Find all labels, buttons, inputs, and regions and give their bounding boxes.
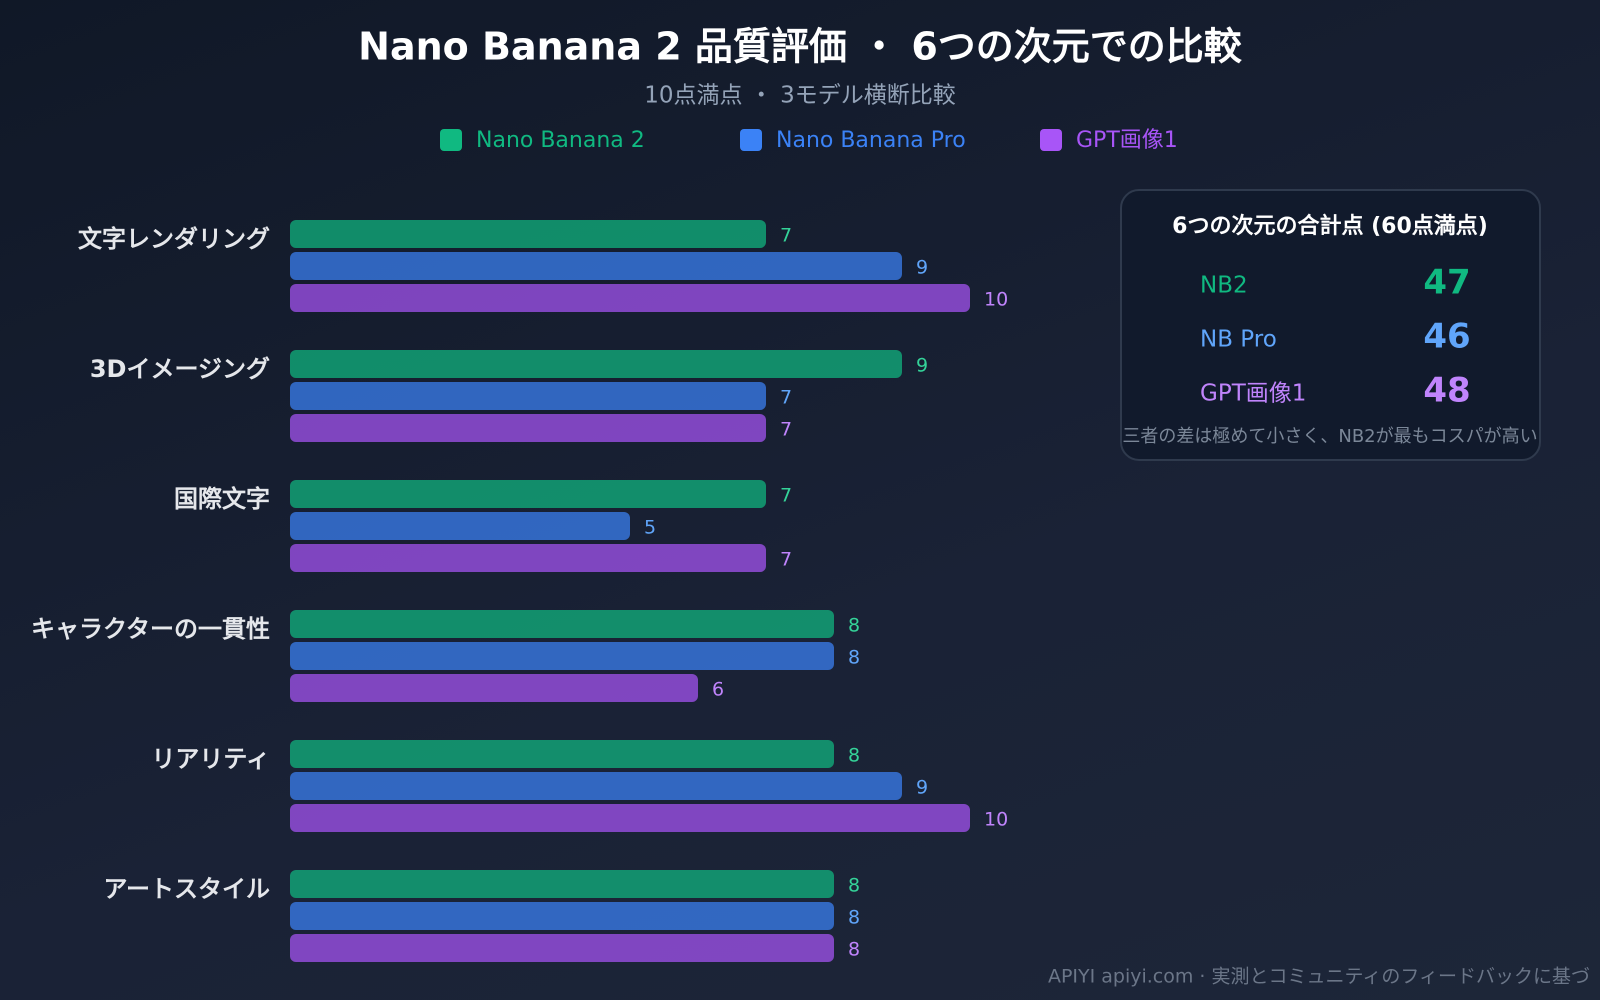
value-label: 8 [848, 907, 860, 929]
value-label: 10 [984, 809, 1008, 831]
value-label: 8 [848, 939, 860, 961]
value-label: 9 [916, 777, 928, 799]
summary-label: NB2 [1200, 273, 1248, 299]
value-label: 7 [780, 225, 792, 247]
bar [290, 870, 834, 898]
summary-box [1120, 189, 1541, 461]
summary-note: 三者の差は極めて小さく、NB2が最もコスパが高い [1122, 426, 1537, 447]
summary-value: 46 [1423, 317, 1470, 357]
bar [290, 382, 766, 410]
legend-swatch [1040, 129, 1062, 151]
bar [290, 804, 970, 832]
category-label: 3Dイメージング [90, 355, 270, 383]
value-label: 5 [644, 517, 656, 539]
summary-title: 6つの次元の合計点 (60点満点) [1172, 213, 1488, 239]
summary-label: GPT画像1 [1200, 381, 1306, 407]
legend-label: GPT画像1 [1076, 128, 1178, 153]
category-label: 文字レンダリング [78, 225, 270, 253]
bar [290, 544, 766, 572]
legend-swatch [440, 129, 462, 151]
value-label: 7 [780, 549, 792, 571]
category-label: 国際文字 [174, 485, 270, 513]
bar [290, 674, 698, 702]
value-label: 10 [984, 289, 1008, 311]
bar [290, 512, 630, 540]
bar [290, 642, 834, 670]
category-label: キャラクターの一貫性 [31, 615, 270, 643]
bar [290, 740, 834, 768]
legend-swatch [740, 129, 762, 151]
summary-value: 48 [1423, 371, 1470, 411]
value-label: 8 [848, 615, 860, 637]
value-label: 8 [848, 745, 860, 767]
bar [290, 220, 766, 248]
summary-value: 47 [1423, 263, 1470, 303]
summary-label: NB Pro [1200, 327, 1277, 353]
value-label: 9 [916, 355, 928, 377]
bar [290, 284, 970, 312]
bar [290, 772, 902, 800]
legend-label: Nano Banana Pro [776, 128, 966, 153]
bar [290, 252, 902, 280]
footer: APIYI apiyi.com · 実測とコミュニティのフィードバックに基づ [1048, 966, 1590, 988]
category-label: アートスタイル [103, 875, 270, 903]
chart-title: Nano Banana 2 品質評価 ・ 6つの次元での比較 [358, 25, 1243, 69]
value-label: 8 [848, 875, 860, 897]
category-label: リアリティ [151, 745, 270, 773]
bar [290, 350, 902, 378]
value-label: 7 [780, 387, 792, 409]
bar [290, 480, 766, 508]
bar [290, 610, 834, 638]
bar [290, 414, 766, 442]
value-label: 7 [780, 485, 792, 507]
bar [290, 902, 834, 930]
value-label: 8 [848, 647, 860, 669]
value-label: 6 [712, 679, 724, 701]
chart-subtitle: 10点満点 ・ 3モデル横断比較 [644, 83, 956, 109]
bar [290, 934, 834, 962]
legend-label: Nano Banana 2 [476, 128, 645, 153]
value-label: 9 [916, 257, 928, 279]
value-label: 7 [780, 419, 792, 441]
